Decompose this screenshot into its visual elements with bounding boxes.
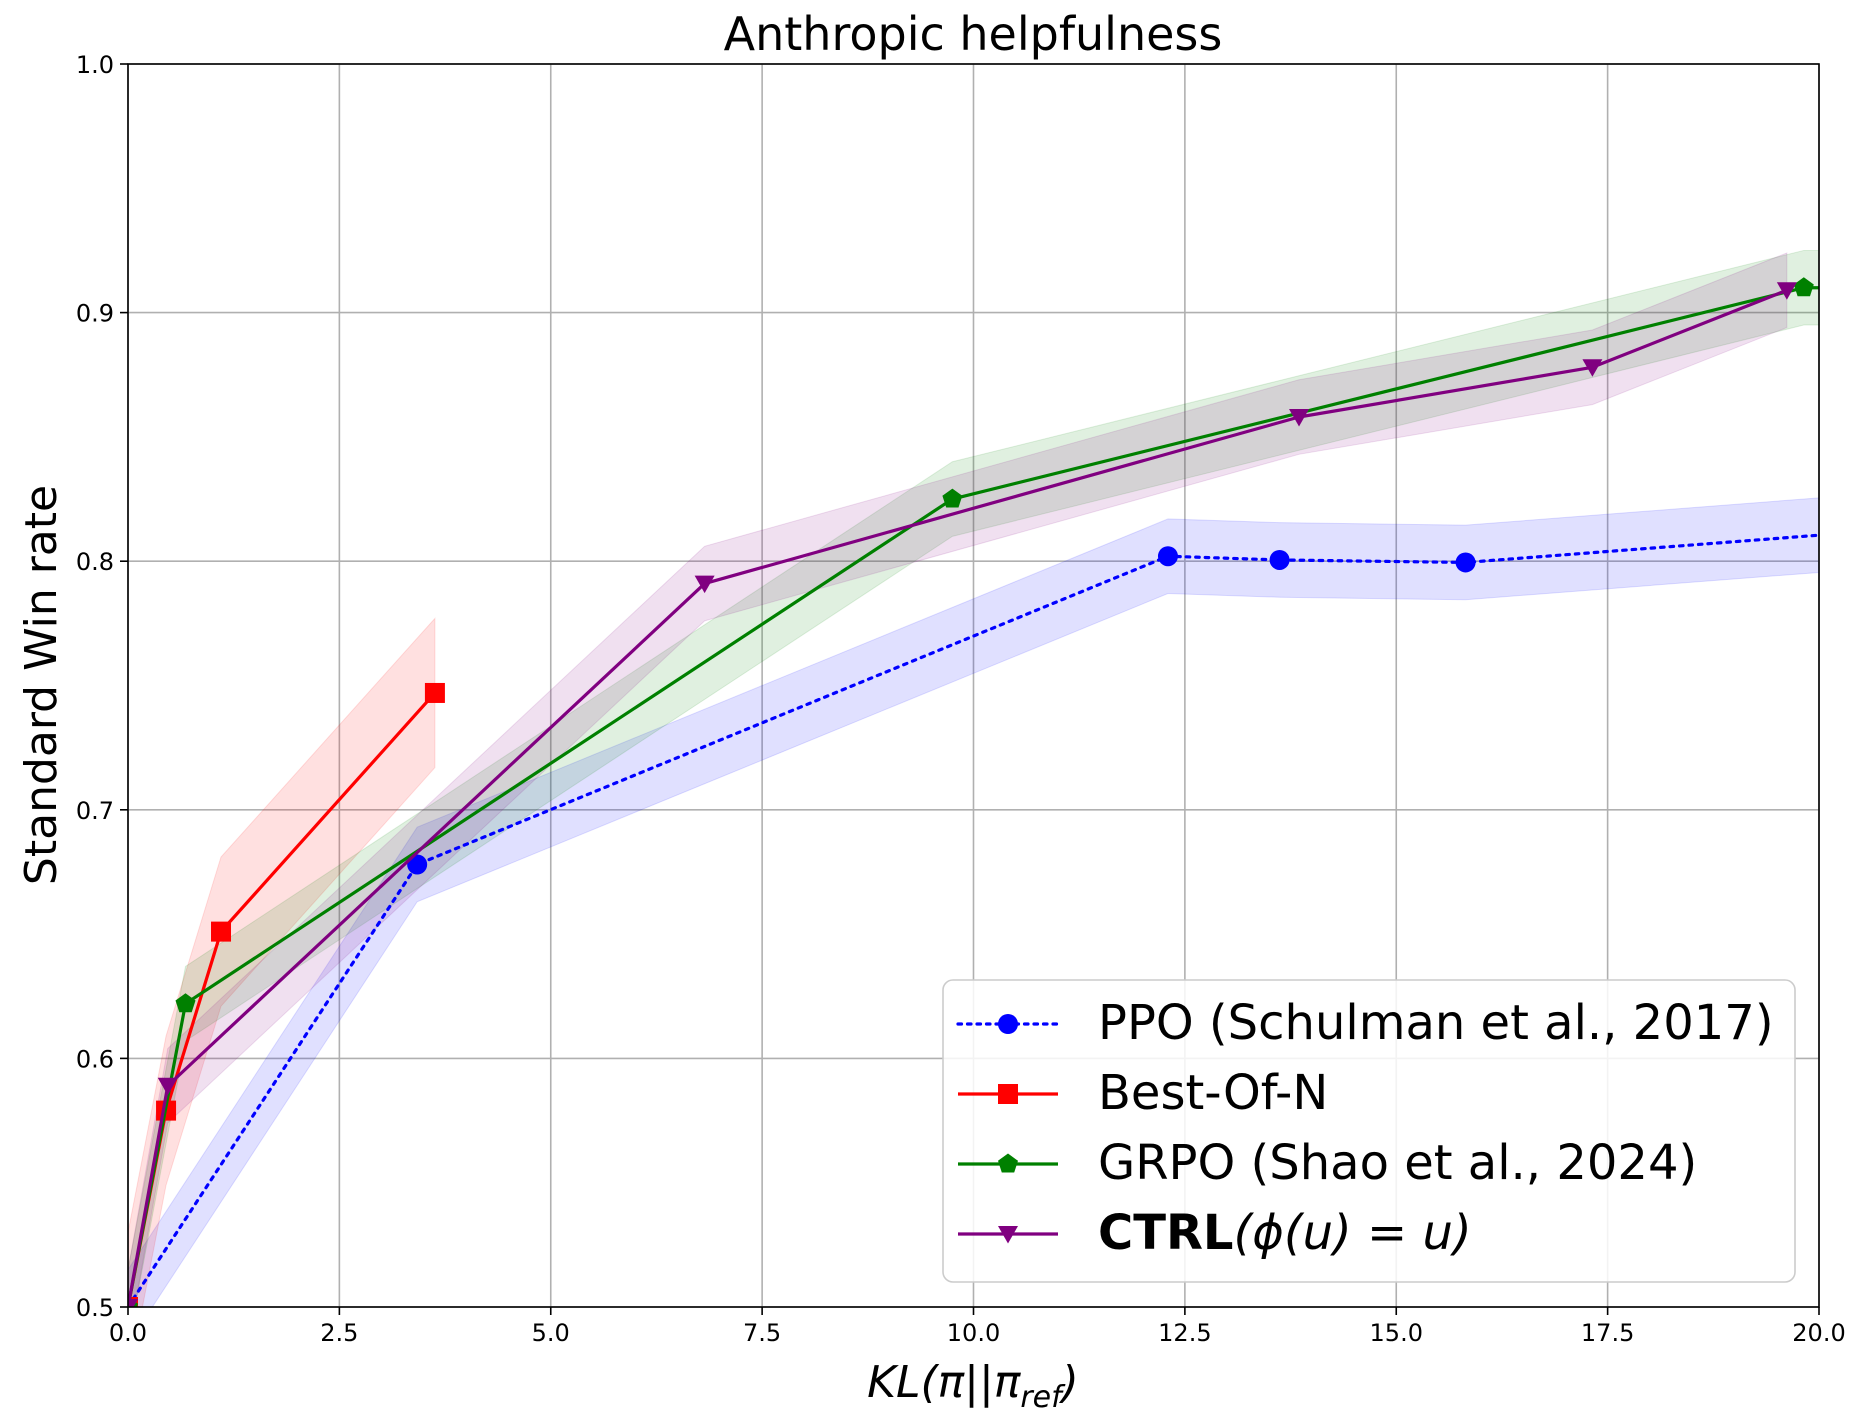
legend: PPO (Schulman et al., 2017) Best-Of-N GR…: [942, 979, 1796, 1283]
point-grpo: [1793, 277, 1814, 297]
band-grpo: [128, 249, 1819, 1307]
point-ppo: [1826, 524, 1846, 544]
y-tick-label: 0.9: [76, 300, 114, 328]
legend-marker-ctrl: [998, 1226, 1018, 1244]
point-ctrl: [128, 1299, 138, 1307]
line-ctrl: [128, 288, 1788, 1307]
series-ctrl: [128, 282, 1797, 1307]
x-tick-label: 2.5: [320, 1319, 358, 1347]
x-tick-label: 15.0: [1370, 1319, 1423, 1347]
series-lines: [128, 277, 1846, 1307]
legend-marker-grpo: [998, 1153, 1018, 1173]
confidence-bands: [128, 249, 1819, 1307]
legend-marker-ppo: [998, 1014, 1018, 1034]
point-grpo: [942, 488, 963, 508]
legend-label-ctrl-bold: CTRL: [1098, 1205, 1234, 1261]
legend-label-ppo: PPO (Schulman et al., 2017): [1098, 995, 1774, 1051]
x-tick-label: 10.0: [947, 1319, 1000, 1347]
y-axis-label: Standard Win rate: [16, 485, 67, 885]
point-ctrl: [1776, 282, 1797, 300]
point-ctrl: [1289, 409, 1310, 427]
x-axis-label-sub: ref: [1020, 1380, 1066, 1415]
y-axis-ticks: 0.5 0.6 0.7 0.8 0.9 1.0: [76, 51, 128, 1322]
x-tick-label: 17.5: [1581, 1319, 1634, 1347]
band-best-of-n: [128, 617, 436, 1307]
x-axis-label-close: ): [1059, 1357, 1079, 1408]
y-tick-label: 1.0: [76, 51, 114, 79]
legend-label-ctrl: CTRL(ϕ(u) = u): [1098, 1205, 1472, 1261]
point-ctrl: [157, 1077, 178, 1096]
x-axis-label-main: KL(π||π: [867, 1357, 1022, 1408]
point-ppo: [1455, 552, 1476, 573]
grid: [127, 63, 1820, 1308]
x-tick-label: 12.5: [1158, 1319, 1211, 1347]
legend-label-ctrl-rest: (ϕ(u) = u): [1234, 1205, 1472, 1261]
legend-marker-best-of-n: [998, 1084, 1018, 1104]
line-ppo: [128, 533, 1819, 1307]
y-tick-label: 0.8: [76, 548, 114, 576]
series-grpo: [128, 277, 1846, 1307]
x-tick-label: 5.0: [532, 1319, 570, 1347]
point-ctrl: [1582, 359, 1603, 377]
point-ppo: [1157, 546, 1178, 567]
point-ctrl: [694, 575, 715, 594]
chart-title: Anthropic helpfulness: [724, 7, 1223, 61]
y-tick-label: 0.6: [76, 1045, 114, 1073]
x-axis-label: KL(π||πref): [867, 1357, 1079, 1415]
legend-label-grpo: GRPO (Shao et al., 2024): [1098, 1135, 1697, 1191]
point-grpo: [175, 993, 196, 1013]
band-ppo: [128, 497, 1819, 1307]
legend-label-best-of-n: Best-Of-N: [1098, 1065, 1328, 1121]
point-grpo: [1826, 277, 1846, 296]
point-ppo: [1269, 549, 1290, 570]
x-axis-ticks: 0.0 2.5 5.0 7.5 10.0 12.5 15.0 17.5 20.0: [109, 1307, 1846, 1347]
y-tick-label: 0.7: [76, 797, 114, 825]
x-tick-label: 0.0: [109, 1319, 147, 1347]
legend-box: [942, 979, 1796, 1283]
x-tick-label: 7.5: [743, 1319, 781, 1347]
y-tick-label: 0.5: [76, 1294, 114, 1322]
point-best-of-n: [211, 921, 232, 942]
point-ppo: [407, 854, 428, 875]
band-ctrl: [128, 252, 1788, 1307]
x-tick-label: 20.0: [1792, 1319, 1845, 1347]
point-best-of-n: [424, 682, 445, 703]
